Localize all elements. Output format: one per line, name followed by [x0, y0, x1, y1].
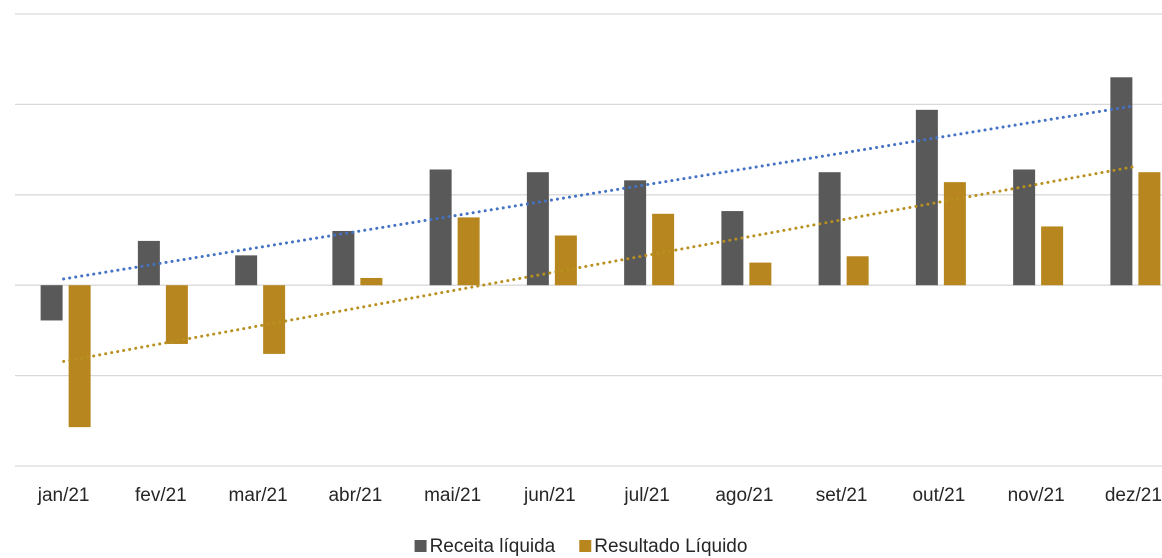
bar	[165, 285, 188, 344]
bar	[818, 172, 841, 286]
legend: Receita líquida Resultado Líquido	[414, 536, 747, 557]
bar	[235, 255, 258, 286]
bar	[1138, 172, 1161, 286]
bar	[68, 285, 91, 428]
x-tick-label: out/21	[912, 485, 965, 506]
bar	[1013, 169, 1036, 286]
bar	[360, 277, 383, 286]
bar	[526, 172, 549, 286]
x-tick-label: fev/21	[135, 485, 187, 506]
bar	[457, 217, 480, 286]
bar	[749, 262, 772, 286]
bar	[263, 285, 286, 354]
legend-label: Resultado Líquido	[594, 536, 747, 557]
x-tick-label: mar/21	[229, 485, 288, 506]
bar	[1041, 226, 1064, 286]
x-tick-label: dez/21	[1105, 485, 1162, 506]
bar	[846, 256, 869, 286]
x-tick-label: jul/21	[623, 485, 669, 506]
x-tick-label: abr/21	[328, 485, 382, 506]
x-tick-label: nov/21	[1008, 485, 1065, 506]
trendline	[62, 104, 1135, 281]
bar	[40, 285, 63, 321]
x-tick-label: ago/21	[715, 485, 773, 506]
bar	[624, 180, 647, 286]
x-tick-label: set/21	[816, 485, 868, 506]
bar	[721, 211, 744, 286]
bar	[332, 230, 355, 286]
bar	[652, 213, 675, 286]
bar	[943, 182, 966, 286]
legend-swatch	[579, 540, 592, 552]
trendline	[62, 165, 1135, 363]
legend-label: Receita líquida	[430, 536, 556, 557]
bar	[1110, 77, 1133, 286]
bar	[429, 169, 452, 286]
x-tick-label: mai/21	[424, 485, 481, 506]
x-tick-label: jan/21	[37, 485, 90, 506]
bar	[915, 109, 938, 286]
bar	[137, 240, 160, 286]
legend-swatch	[414, 540, 427, 552]
bar	[554, 235, 577, 286]
x-tick-label: jun/21	[523, 485, 576, 506]
